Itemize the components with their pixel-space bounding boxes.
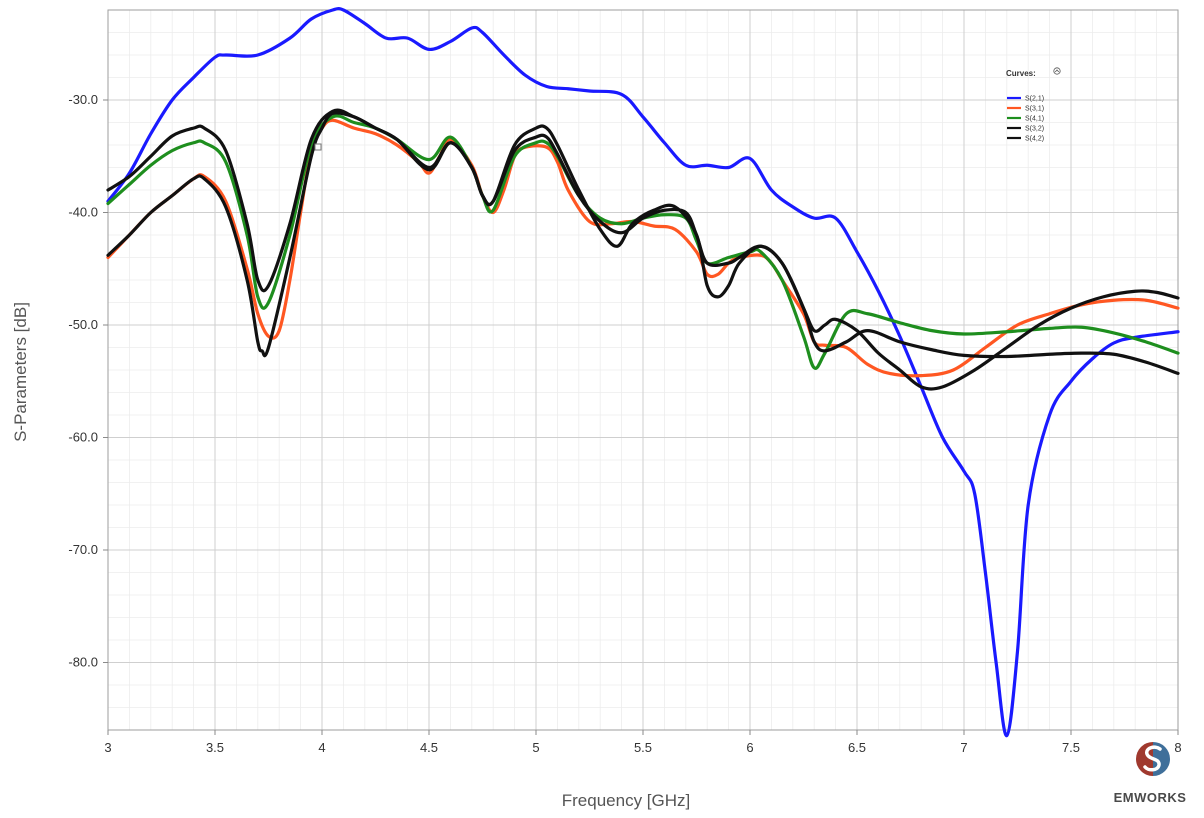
series-line-s-3-2 xyxy=(106,108,1180,391)
x-tick-label: 3 xyxy=(104,740,111,755)
y-axis-title: S-Parameters [dB] xyxy=(11,302,30,442)
y-tick-label: -40.0 xyxy=(68,205,98,220)
legend-title: Curves: xyxy=(1006,69,1036,78)
x-tick-label: 3.5 xyxy=(206,740,224,755)
x-tick-label: 6.5 xyxy=(848,740,866,755)
emworks-logo-text: EMWORKS xyxy=(1114,790,1187,805)
x-tick-label: 5 xyxy=(532,740,539,755)
y-tick-label: -60.0 xyxy=(68,430,98,445)
y-tick-label: -80.0 xyxy=(68,655,98,670)
x-tick-label: 5.5 xyxy=(634,740,652,755)
legend-entries: S(2,1) S(3,1) S(4,1) S(3,2) S(4,2) xyxy=(1007,96,1044,143)
legend-label: S(3,2) xyxy=(1025,126,1044,133)
legend-label: S(4,2) xyxy=(1025,136,1044,143)
series-line-s-2-1 xyxy=(106,6,1180,738)
x-tick-label: 4.5 xyxy=(420,740,438,755)
series-lines xyxy=(106,6,1180,738)
x-tick-label: 8 xyxy=(1174,740,1181,755)
x-tick-label: 7 xyxy=(960,740,967,755)
x-tick-label: 6 xyxy=(746,740,753,755)
legend: Curves: S(2,1) S(3,1) S(4,1) S(3,2) S(4,2) xyxy=(1006,67,1061,143)
series-line-s-3-1 xyxy=(106,118,1180,378)
x-axis-title: Frequency [GHz] xyxy=(562,791,691,810)
y-tick-label: -70.0 xyxy=(68,542,98,557)
legend-label: S(2,1) xyxy=(1025,96,1044,103)
y-tick-label: -50.0 xyxy=(68,317,98,332)
legend-collapse-icon[interactable] xyxy=(1053,67,1061,75)
x-axis-ticks: 3 3.5 4 4.5 5 5.5 6 6.5 7 7.5 8 xyxy=(104,730,1182,755)
emworks-logo-icon xyxy=(1136,742,1170,776)
legend-label: S(4,1) xyxy=(1025,116,1044,123)
y-tick-label: -30.0 xyxy=(68,92,98,107)
y-axis-ticks: -30.0 -40.0 -50.0 -60.0 -70.0 -80.0 xyxy=(68,92,108,670)
probe-marker xyxy=(314,143,322,151)
x-tick-label: 7.5 xyxy=(1062,740,1080,755)
x-tick-label: 4 xyxy=(318,740,325,755)
series-line-s-4-2 xyxy=(106,111,1180,375)
legend-label: S(3,1) xyxy=(1025,106,1044,113)
